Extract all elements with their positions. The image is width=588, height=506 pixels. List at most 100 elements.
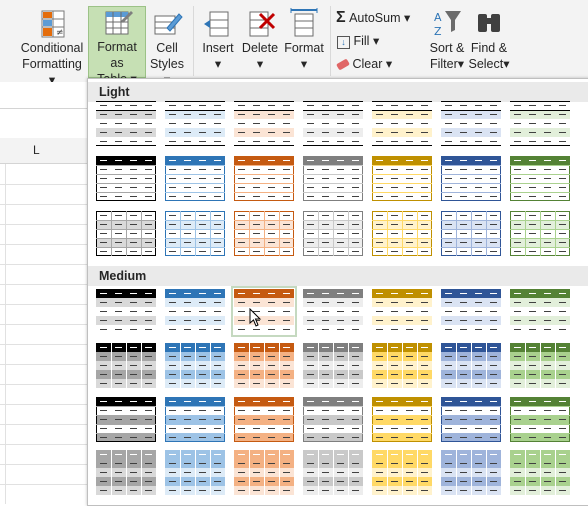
table-style-light1-black[interactable] (96, 101, 156, 146)
table-style-med1-gold[interactable] (372, 289, 432, 334)
table-style-med2-black[interactable] (96, 343, 156, 388)
autosum-button[interactable]: Σ AutoSum ▾ (336, 9, 410, 27)
sort-filter-label-2-wrap: Filter▾ (424, 56, 470, 72)
table-style-light3-black[interactable] (96, 211, 156, 256)
table-style-light2-blue[interactable] (165, 156, 225, 201)
grid-row-line (0, 244, 95, 245)
table-style-light3-blue[interactable] (165, 211, 225, 256)
table-style-light3-gold[interactable] (372, 211, 432, 256)
table-style-med4-gold[interactable] (372, 450, 432, 495)
fill-down-icon: ↓ (337, 36, 350, 49)
table-style-med4-gray[interactable] (303, 450, 363, 495)
chevron-down-icon: ▾ (404, 11, 411, 25)
table-style-light2-gold[interactable] (372, 156, 432, 201)
table-style-med3-gold[interactable] (372, 397, 432, 442)
table-style-med4-green[interactable] (510, 450, 570, 495)
table-style-med3-blue[interactable] (165, 397, 225, 442)
table-style-med1-gray[interactable] (303, 289, 363, 334)
table-style-light2-navy[interactable] (441, 156, 501, 201)
chevron-down-icon: ▾ (256, 57, 264, 71)
find-select-label-2: Select (468, 57, 504, 71)
grid-row-line (0, 424, 95, 425)
chevron-down-icon: ▾ (503, 57, 510, 71)
delete-cells-icon (249, 11, 276, 37)
table-style-light1-orange[interactable] (234, 101, 294, 146)
clear-label: Clear (352, 57, 383, 71)
table-style-light1-navy[interactable] (441, 101, 501, 146)
grid-row-line (0, 184, 95, 185)
column-header-l[interactable]: L (33, 143, 40, 157)
table-style-light3-navy[interactable] (441, 211, 501, 256)
sort-filter-label-2: Filter (429, 57, 458, 71)
table-style-med2-orange[interactable] (234, 343, 294, 388)
column-header-bar: L (0, 138, 95, 164)
table-style-med3-black[interactable] (96, 397, 156, 442)
chevron-down-icon: ▾ (372, 34, 380, 48)
table-style-med2-green[interactable] (510, 343, 570, 388)
grid-row-line (0, 284, 95, 285)
insert-label: Insert (202, 41, 234, 55)
conditional-formatting-icon: ≠ (41, 10, 65, 38)
cell-styles-icon (154, 13, 183, 35)
grid-row-line (0, 484, 95, 485)
table-style-light2-orange[interactable] (234, 156, 294, 201)
table-style-med3-green[interactable] (510, 397, 570, 442)
autosum-label: AutoSum (349, 11, 401, 25)
format-button[interactable]: Format ▾ (282, 8, 326, 78)
format-as-table-button[interactable]: Format as Table ▾ (88, 6, 146, 86)
eraser-icon (336, 58, 350, 71)
table-style-med1-orange[interactable] (231, 286, 297, 337)
conditional-formatting-label-1: Conditional (20, 41, 84, 55)
table-style-light3-orange[interactable] (234, 211, 294, 256)
table-style-med4-navy[interactable] (441, 450, 501, 495)
table-style-med1-navy[interactable] (441, 289, 501, 334)
table-style-light1-gold[interactable] (372, 101, 432, 146)
table-style-med2-navy[interactable] (441, 343, 501, 388)
table-style-med1-black[interactable] (96, 289, 156, 334)
format-cells-icon (290, 8, 318, 37)
grid-row-line (0, 404, 95, 405)
table-style-med1-blue[interactable] (165, 289, 225, 334)
clear-button[interactable]: Clear ▾ (336, 56, 392, 71)
table-style-med3-gray[interactable] (303, 397, 363, 442)
grid-row-line (0, 204, 95, 205)
table-style-med3-orange[interactable] (234, 397, 294, 442)
table-style-light1-green[interactable] (510, 101, 570, 146)
fill-button[interactable]: ↓ Fill ▾ (337, 33, 379, 49)
section-header-medium: Medium (88, 266, 588, 286)
grid-row-line (0, 364, 95, 365)
table-style-med4-blue[interactable] (165, 450, 225, 495)
formula-bar-border (0, 108, 95, 109)
grid-row-line (0, 464, 95, 465)
table-style-light2-black[interactable] (96, 156, 156, 201)
conditional-formatting-button[interactable]: ≠ Conditional Formatting ▾ (18, 8, 86, 87)
ribbon: ≠ Conditional Formatting ▾ Format as Tab… (0, 0, 588, 87)
chevron-down-icon: ▾ (457, 57, 465, 71)
find-select-button[interactable]: Find & Select▾ (468, 8, 510, 78)
grid-row-line (0, 304, 95, 305)
table-style-light1-gray[interactable] (303, 101, 363, 146)
insert-button[interactable]: Insert ▾ (198, 8, 238, 78)
table-style-med2-blue[interactable] (165, 343, 225, 388)
section-header-light: Light (88, 82, 588, 102)
table-styles-gallery[interactable]: Light Medium (87, 78, 588, 506)
table-style-med3-navy[interactable] (441, 397, 501, 442)
delete-button[interactable]: Delete ▾ (240, 8, 280, 78)
table-style-light3-green[interactable] (510, 211, 570, 256)
cell-styles-button[interactable]: Cell Styles ▾ (146, 8, 188, 87)
table-style-med2-gray[interactable] (303, 343, 363, 388)
table-style-med1-green[interactable] (510, 289, 570, 334)
ribbon-separator (193, 6, 194, 76)
sort-filter-button[interactable]: A Z Sort & Filter▾ (424, 8, 470, 78)
table-style-light2-green[interactable] (510, 156, 570, 201)
table-style-light2-gray[interactable] (303, 156, 363, 201)
grid-row-line (0, 384, 95, 385)
table-style-light1-blue[interactable] (165, 101, 225, 146)
table-style-med4-orange[interactable] (234, 450, 294, 495)
table-style-med4-black[interactable] (96, 450, 156, 495)
table-style-light3-gray[interactable] (303, 211, 363, 256)
cell-styles-label-1: Cell (156, 41, 178, 55)
table-style-med2-gold[interactable] (372, 343, 432, 388)
svg-text:A: A (434, 11, 442, 24)
conditional-formatting-label-2-wrap: Formatting ▾ (18, 56, 86, 88)
